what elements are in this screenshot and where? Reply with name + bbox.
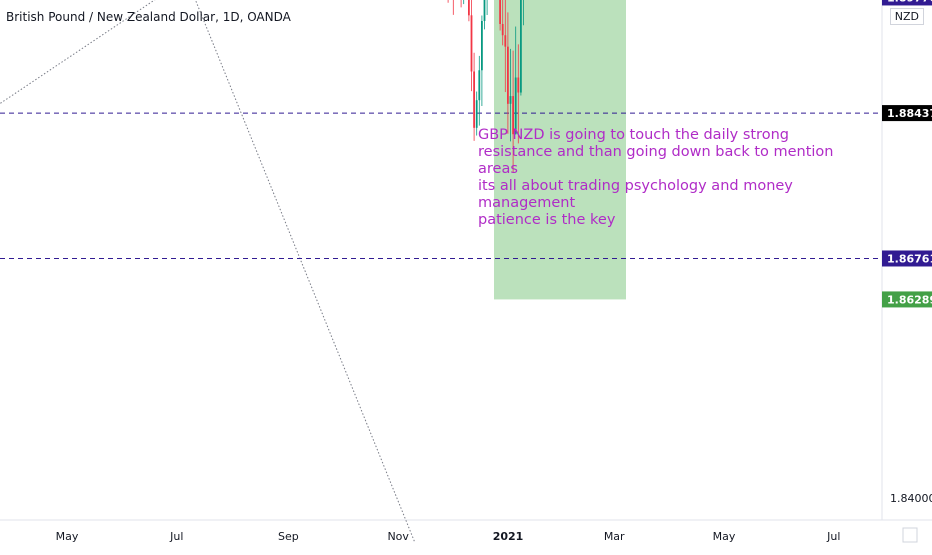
x-tick-label: Mar bbox=[604, 530, 625, 543]
price-label-bg bbox=[882, 250, 932, 267]
candle-body bbox=[470, 15, 473, 72]
candle-body bbox=[478, 70, 481, 101]
x-tick-label: 2021 bbox=[493, 530, 524, 543]
candle-body bbox=[514, 77, 517, 135]
x-tick-label: Nov bbox=[387, 530, 409, 543]
price-label: 1.88437 bbox=[887, 107, 932, 120]
candle-body bbox=[507, 46, 509, 104]
candle-body bbox=[520, 0, 522, 93]
candle-body bbox=[468, 0, 470, 16]
price-label-bg bbox=[882, 291, 932, 308]
candle-body bbox=[501, 23, 504, 36]
candles bbox=[447, 0, 524, 172]
x-tick-label: May bbox=[56, 530, 79, 543]
candle-body bbox=[512, 96, 514, 135]
price-label: 1.86289 bbox=[887, 293, 932, 306]
price-label: 1.89770 bbox=[887, 0, 932, 4]
x-tick-label: May bbox=[713, 530, 736, 543]
axis-settings-icon bbox=[902, 527, 918, 543]
candle-body bbox=[481, 20, 483, 71]
x-tick-label: Jul bbox=[826, 530, 840, 543]
x-tick-label: Jul bbox=[169, 530, 183, 543]
trendline bbox=[194, 0, 415, 542]
price-axis-bg bbox=[882, 0, 932, 550]
price-label-bg bbox=[882, 0, 932, 6]
price-label-bg bbox=[882, 105, 932, 122]
currency-button[interactable]: NZD bbox=[889, 8, 924, 25]
symbol-title: British Pound / New Zealand Dollar, 1D, … bbox=[6, 10, 291, 24]
candle-body bbox=[509, 96, 512, 104]
annotation-line: resistance and than going down back to m… bbox=[478, 144, 834, 160]
candle-body bbox=[499, 0, 501, 24]
candle-body bbox=[517, 77, 520, 93]
candle-body bbox=[473, 71, 475, 128]
x-tick-label: Sep bbox=[278, 530, 299, 543]
candle-body bbox=[504, 35, 507, 47]
plot-layer bbox=[0, 0, 878, 542]
y-tick-label: 1.84000 bbox=[890, 492, 932, 505]
annotation-line: GBP NZD is going to touch the daily stro… bbox=[478, 127, 789, 143]
annotation-line: areas bbox=[478, 161, 518, 177]
candle-body bbox=[483, 0, 486, 21]
annotation-line: patience is the key bbox=[478, 212, 616, 228]
candle-body bbox=[475, 100, 478, 128]
text-annotation[interactable]: GBP NZD is going to touch the daily stro… bbox=[478, 127, 834, 229]
annotation-line: management bbox=[478, 195, 576, 211]
annotation-line: its all about trading psychology and mon… bbox=[478, 178, 793, 194]
